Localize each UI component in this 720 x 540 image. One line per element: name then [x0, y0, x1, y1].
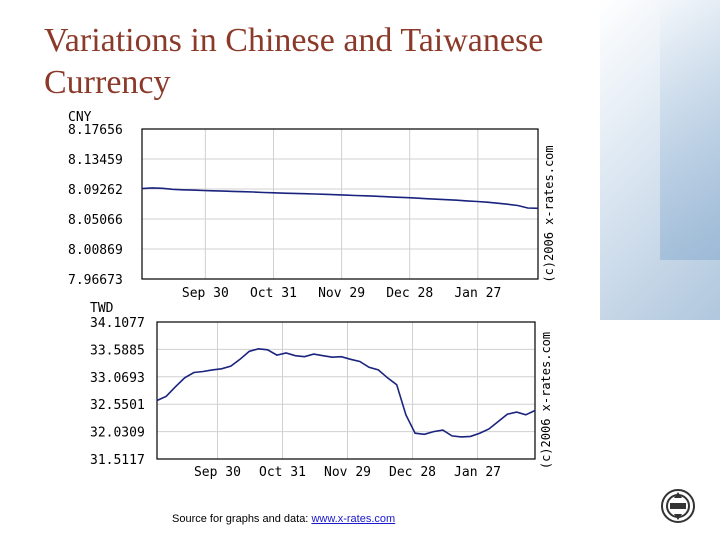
x-tick-label: Oct 31: [259, 465, 306, 480]
y-tick-label: 8.13459: [68, 153, 123, 168]
y-tick-label: 7.96673: [68, 273, 123, 288]
y-tick-label: 32.0309: [90, 426, 145, 441]
y-tick-label: 33.5885: [90, 343, 145, 358]
y-axis-label: CNY: [68, 110, 92, 125]
source-link[interactable]: www.x-rates.com: [311, 513, 396, 525]
y-tick-label: 34.1077: [90, 316, 145, 331]
slide-title: Variations in Chinese and Taiwanese Curr…: [44, 22, 544, 101]
x-tick-label: Sep 30: [182, 286, 229, 301]
y-tick-label: 32.5501: [90, 398, 145, 413]
watermark: (c)2006 x-rates.com: [542, 145, 556, 282]
source-prefix: Source for graphs and data:: [172, 513, 312, 525]
y-tick-label: 8.09262: [68, 183, 123, 198]
y-tick-label: 33.0693: [90, 371, 145, 386]
y-tick-label: 8.05066: [68, 213, 123, 228]
y-tick-label: 8.17656: [68, 123, 123, 138]
logo-icon: [661, 489, 695, 523]
x-tick-label: Sep 30: [194, 465, 241, 480]
source-note: Source for graphs and data: www.x-rates.…: [172, 513, 395, 525]
x-tick-label: Jan 27: [454, 286, 501, 301]
x-tick-label: Dec 28: [389, 465, 436, 480]
decorative-gradient: [600, 0, 720, 320]
y-axis-label: TWD: [90, 301, 114, 316]
plot-frame: [141, 128, 539, 280]
watermark: (c)2006 x-rates.com: [539, 332, 553, 469]
series-line: [141, 187, 539, 210]
series-line: [156, 347, 536, 438]
x-tick-label: Oct 31: [250, 286, 297, 301]
x-tick-label: Nov 29: [318, 286, 365, 301]
x-tick-label: Dec 28: [386, 286, 433, 301]
y-tick-label: 31.5117: [90, 453, 145, 468]
y-tick-label: 8.00869: [68, 243, 123, 258]
cny-chart: CNY 8.17656 8.13459 8.09262 8.05066 8.00869 7.…: [60, 107, 560, 305]
plot-frame: [156, 321, 536, 460]
decorative-gradient-accent: [660, 0, 720, 260]
x-tick-label: Nov 29: [324, 465, 371, 480]
x-tick-label: Jan 27: [454, 465, 501, 480]
twd-chart: TWD 34.1077 33.5885 33.0693 32.5501 32.0309 31…: [60, 300, 560, 488]
